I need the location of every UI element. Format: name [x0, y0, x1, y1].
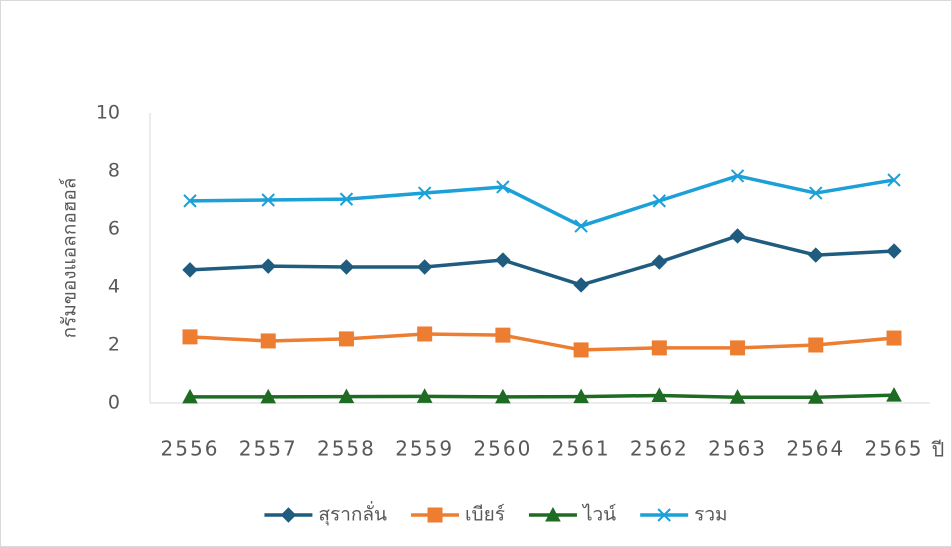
series-line	[189, 174, 895, 228]
y-tick-label: 0	[108, 392, 120, 414]
legend-label: ไวน์	[581, 504, 616, 526]
data-point	[886, 330, 902, 346]
y-tick-label: 4	[108, 276, 120, 298]
data-point	[886, 387, 902, 402]
data-point	[416, 259, 433, 275]
data-point	[338, 388, 355, 404]
x-tick-label: 2561	[552, 437, 611, 461]
data-point	[496, 180, 510, 194]
data-point	[260, 333, 276, 349]
x-tick-label: 2560	[473, 437, 532, 461]
data-point	[808, 247, 824, 263]
data-point	[651, 340, 667, 356]
data-point	[573, 388, 589, 404]
legend-marker	[280, 507, 297, 523]
x-tick-label: 2558	[317, 437, 376, 461]
data-point	[807, 389, 824, 404]
y-tick-label: 10	[96, 102, 120, 124]
series-line	[189, 332, 895, 352]
data-point	[182, 262, 198, 278]
data-point	[495, 327, 511, 343]
x-tick-label: 2563	[708, 437, 767, 461]
data-point	[182, 388, 198, 404]
legend-label: รวม	[694, 504, 727, 526]
data-point	[730, 169, 745, 183]
data-point	[260, 388, 277, 404]
legend-label: เบียร์	[465, 504, 505, 526]
data-point	[808, 337, 824, 353]
data-point	[652, 194, 667, 208]
x-tick-label: 2559	[395, 437, 454, 461]
legend-marker	[657, 508, 671, 522]
x-tick-label: 2557	[239, 437, 298, 461]
x-axis-label: ปี	[931, 438, 944, 462]
legend-marker	[545, 506, 561, 522]
data-point	[573, 277, 589, 293]
data-point	[339, 192, 354, 206]
data-point	[574, 219, 588, 233]
data-point	[495, 252, 511, 268]
data-point	[260, 258, 276, 274]
data-point	[729, 228, 746, 244]
legend: สุรากลั่น เบียร์ ไวน์ รวม	[264, 501, 728, 527]
y-tick-label: 6	[108, 218, 120, 240]
series-line	[190, 393, 895, 399]
data-point	[261, 193, 275, 207]
data-point	[809, 186, 823, 200]
legend-marker	[427, 507, 443, 523]
y-tick-label: 8	[108, 160, 120, 182]
data-point	[886, 243, 902, 259]
data-point	[651, 254, 668, 270]
y-axis-label: กรัมของแอลกอฮอล์	[59, 178, 81, 339]
data-point	[887, 173, 901, 187]
data-point	[573, 342, 589, 358]
legend-label: สุรากลั่น	[318, 501, 387, 527]
data-point	[417, 186, 432, 200]
data-point	[417, 326, 433, 342]
data-point	[338, 331, 354, 347]
data-point	[416, 388, 433, 403]
x-tick-label: 2565	[865, 437, 924, 461]
data-point	[182, 329, 198, 345]
data-point	[729, 389, 746, 404]
data-point	[495, 388, 511, 404]
data-point	[338, 259, 355, 275]
data-point	[651, 387, 668, 402]
data-point	[730, 340, 746, 356]
x-tick-label: 2564	[786, 437, 845, 461]
series-line	[189, 234, 895, 287]
x-tick-label: 2556	[161, 437, 220, 461]
data-point	[183, 194, 197, 208]
y-tick-label: 2	[108, 334, 120, 356]
x-tick-label: 2562	[630, 437, 689, 461]
